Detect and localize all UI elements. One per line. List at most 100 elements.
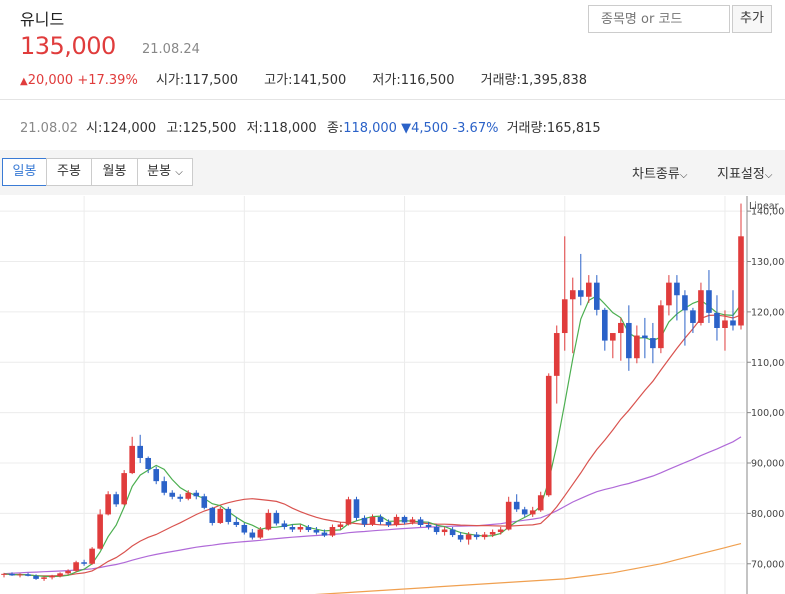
candle-body	[129, 445, 135, 474]
candle-body	[105, 494, 111, 515]
candle-body	[497, 529, 504, 533]
candle-body	[33, 575, 39, 579]
candle	[385, 519, 392, 527]
hover-high: 125,500	[182, 121, 237, 136]
candle	[241, 522, 248, 535]
candle-body	[97, 514, 103, 549]
candle	[618, 317, 624, 361]
candle	[33, 574, 39, 580]
candle-body	[618, 322, 624, 334]
indicator-label: 지표설정	[717, 167, 765, 182]
candle	[369, 514, 376, 526]
indicator-settings-menu[interactable]: 지표설정⌵	[717, 163, 772, 182]
tab-minute[interactable]: 분봉 ⌵	[137, 158, 193, 186]
candle	[217, 506, 224, 524]
volume-label: 거래량	[480, 73, 517, 88]
hover-change-pct: -3.67%	[452, 121, 499, 136]
candle-body	[730, 320, 736, 326]
candle	[730, 290, 736, 331]
hover-info: 21.08.02 시:124,000 고:125,500 저:118,000 종…	[20, 121, 601, 136]
stock-name: 유니드	[20, 10, 65, 29]
candle	[505, 496, 512, 531]
low-value: 116,500	[400, 73, 455, 88]
y-tick-label: 110,000	[751, 358, 785, 369]
candle	[137, 434, 143, 464]
hover-open: 124,000	[102, 121, 157, 136]
candle-body	[217, 508, 224, 523]
candle	[161, 476, 168, 496]
tab-weekly[interactable]: 주봉	[46, 158, 92, 186]
candles	[1, 203, 744, 581]
candle	[690, 307, 696, 334]
candle-body	[537, 495, 544, 511]
candle	[441, 526, 448, 536]
chevron-down-icon: ⌵	[764, 170, 773, 181]
candle-body	[345, 499, 352, 525]
candle-body	[626, 322, 632, 359]
candle	[561, 236, 568, 351]
candle-body	[81, 562, 87, 564]
candle	[393, 514, 400, 527]
candle	[17, 573, 23, 578]
hover-low: 118,000	[262, 121, 317, 136]
candle-body	[449, 529, 456, 536]
candle	[545, 373, 552, 497]
candle-body	[161, 481, 168, 493]
candle	[658, 300, 664, 354]
candle	[626, 305, 632, 371]
price-summary: ▲20,000 +17.39% 시가:117,500 고가:141,500 저가…	[20, 73, 588, 88]
candle-body	[281, 523, 288, 527]
candle	[345, 496, 352, 526]
add-button[interactable]: 추가	[732, 5, 772, 33]
candle	[481, 532, 488, 540]
candle	[602, 307, 608, 351]
candle	[465, 532, 472, 545]
stock-search-input[interactable]	[588, 5, 730, 33]
candle	[577, 253, 584, 306]
candle-body	[505, 501, 512, 530]
candle-body	[666, 282, 672, 306]
hover-low-label: 저	[246, 121, 259, 136]
candle	[25, 572, 31, 577]
candle-body	[481, 534, 488, 538]
candle	[353, 496, 360, 521]
price-change: 20,000	[27, 73, 74, 88]
candle	[650, 322, 656, 364]
candle-body	[577, 290, 584, 297]
candle-body	[241, 524, 248, 533]
candle	[121, 470, 127, 506]
candle-body	[209, 507, 216, 523]
candle-body	[225, 508, 232, 522]
candle-body	[529, 510, 536, 515]
ma120-line	[314, 543, 742, 594]
candle	[361, 515, 368, 527]
candle-body	[433, 526, 440, 533]
candle-body	[553, 333, 560, 376]
candle-body	[337, 524, 344, 527]
candle-body	[489, 532, 496, 535]
candle	[593, 275, 600, 316]
candle-body	[185, 492, 192, 499]
chevron-down-icon: ⌵	[679, 170, 688, 181]
candle-body	[377, 516, 384, 522]
candle	[9, 572, 15, 576]
candle-body	[369, 516, 376, 525]
candle-body	[193, 492, 200, 497]
candle	[329, 524, 336, 538]
low-label: 저가	[372, 73, 397, 88]
candlestick-chart[interactable]: Linear 70,000 80,000 90,000 100,000 110,000 1…	[0, 196, 785, 594]
candle-body	[329, 526, 336, 536]
candle-body	[201, 496, 208, 508]
candle	[457, 532, 464, 543]
tab-daily[interactable]: 일봉	[2, 158, 47, 186]
candle-body	[513, 501, 520, 510]
candle	[321, 529, 328, 538]
chart-type-label: 차트종류	[632, 167, 680, 182]
tab-monthly[interactable]: 월봉	[91, 158, 138, 186]
y-tick-label: 100,000	[751, 408, 785, 419]
candle-body	[706, 290, 712, 313]
candle-body	[153, 469, 160, 482]
candle-body	[73, 562, 79, 571]
chart-type-menu[interactable]: 차트종류⌵	[632, 163, 687, 182]
candle	[585, 275, 592, 303]
